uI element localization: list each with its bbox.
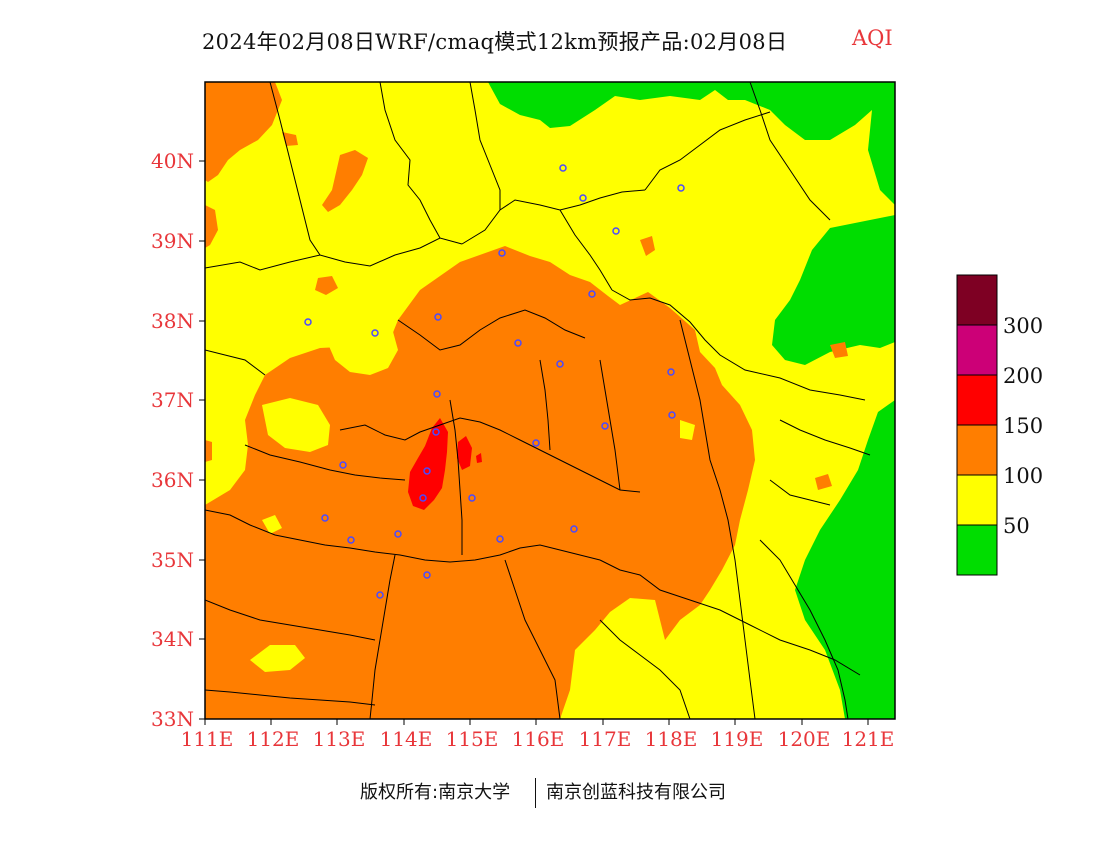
legend-label-150: 150 (1003, 414, 1043, 438)
y-label-40n: 40N (151, 149, 194, 173)
legend-swatch-hazardous (957, 275, 997, 325)
legend-swatch-good (957, 525, 997, 575)
company-text: 南京创蓝科技有限公司 (546, 782, 726, 803)
moderate-hole-north (322, 320, 398, 375)
y-label-37n: 37N (151, 388, 194, 412)
station-marker (433, 390, 441, 398)
moderate-hole-southwest (250, 645, 305, 672)
x-label-117e: 117E (579, 727, 632, 751)
legend-label-300: 300 (1003, 314, 1043, 338)
station-marker (468, 494, 476, 502)
station-marker (371, 329, 379, 337)
legend-label-100: 100 (1003, 464, 1043, 488)
station-marker (376, 591, 384, 599)
axis-ticks (199, 160, 869, 725)
sensitive-zone-small-4 (830, 342, 848, 358)
y-label-33n: 33N (151, 707, 194, 731)
footer-separator (535, 778, 536, 808)
x-label-113e: 113E (313, 727, 366, 751)
unhealthy-zone (408, 418, 448, 510)
station-marker (570, 525, 578, 533)
x-label-114e: 114E (380, 727, 433, 751)
x-label-111e: 111E (181, 727, 234, 751)
unhealthy-zone-dot (476, 453, 482, 463)
station-marker (556, 360, 564, 368)
x-label-112e: 112E (247, 727, 300, 751)
station-marker (496, 535, 504, 543)
map-title: 2024年02月08日WRF/cmaq模式12km预报产品:02月08日 (202, 30, 788, 54)
footer: 版权所有:南京大学 南京创蓝科技有限公司 (0, 778, 1100, 808)
y-label-34n: 34N (151, 627, 194, 651)
sensitive-zone-northwest (205, 82, 282, 182)
station-marker (668, 411, 676, 419)
good-zone-north (488, 82, 895, 205)
x-label-118e: 118E (645, 727, 698, 751)
legend-swatch-unhealthy (957, 375, 997, 425)
station-marker (434, 313, 442, 321)
y-axis-labels: 40N 39N 38N 37N 36N 35N 34N 33N (151, 149, 194, 731)
station-marker (612, 227, 620, 235)
legend-label-200: 200 (1003, 364, 1043, 388)
y-label-39n: 39N (151, 229, 194, 253)
product-label: AQI (852, 26, 893, 50)
x-label-121e: 121E (842, 727, 895, 751)
good-zone-yellow-sea (795, 400, 895, 719)
legend-swatch-moderate (957, 475, 997, 525)
sensitive-zone-west-edge (205, 205, 218, 248)
moderate-hole-east (680, 420, 695, 440)
x-label-115e: 115E (446, 727, 499, 751)
copyright-text: 版权所有:南京大学 (360, 782, 511, 803)
station-marker (419, 494, 427, 502)
good-zone-bohai (772, 215, 895, 365)
x-label-120e: 120E (778, 727, 831, 751)
station-marker (601, 422, 609, 430)
sensitive-zone-small-6 (205, 440, 212, 462)
x-label-116e: 116E (512, 727, 565, 751)
y-label-35n: 35N (151, 548, 194, 572)
station-marker (432, 428, 440, 436)
legend-label-50: 50 (1003, 514, 1030, 538)
sensitive-zone-nw-patch (322, 150, 368, 212)
moderate-hole-small (262, 515, 282, 534)
station-marker (347, 536, 355, 544)
legend-swatch-very-unhealthy (957, 325, 997, 375)
map-panel (205, 82, 895, 719)
station-marker (304, 318, 312, 326)
station-marker (321, 514, 329, 522)
station-marker (677, 184, 685, 192)
sensitive-zone-small-3 (640, 236, 655, 256)
x-label-119e: 119E (711, 727, 764, 751)
sensitive-zone-small-5 (815, 474, 832, 490)
station-marker (532, 439, 540, 447)
title-row: 2024年02月08日WRF/cmaq模式12km预报产品:02月08日 AQI (0, 26, 1100, 62)
station-marker (498, 249, 506, 257)
station-marker (339, 461, 347, 469)
legend-swatch-sensitive (957, 425, 997, 475)
station-marker (667, 368, 675, 376)
y-label-36n: 36N (151, 468, 194, 492)
station-marker (559, 164, 567, 172)
aqi-legend: 300 200 150 100 50 (956, 274, 1043, 576)
province-boundaries (205, 82, 871, 719)
station-marker (579, 194, 587, 202)
station-marker (394, 530, 402, 538)
unhealthy-zone-small (457, 436, 472, 470)
station-marker (514, 339, 522, 347)
station-marker (588, 290, 596, 298)
sensitive-zone-small-1 (315, 276, 338, 295)
station-marker (423, 467, 431, 475)
station-markers (304, 164, 685, 599)
moderate-hole-west (262, 398, 330, 452)
y-label-38n: 38N (151, 309, 194, 333)
x-axis-labels: 111E 112E 113E 114E 115E 116E 117E 118E … (181, 727, 895, 751)
station-marker (423, 571, 431, 579)
